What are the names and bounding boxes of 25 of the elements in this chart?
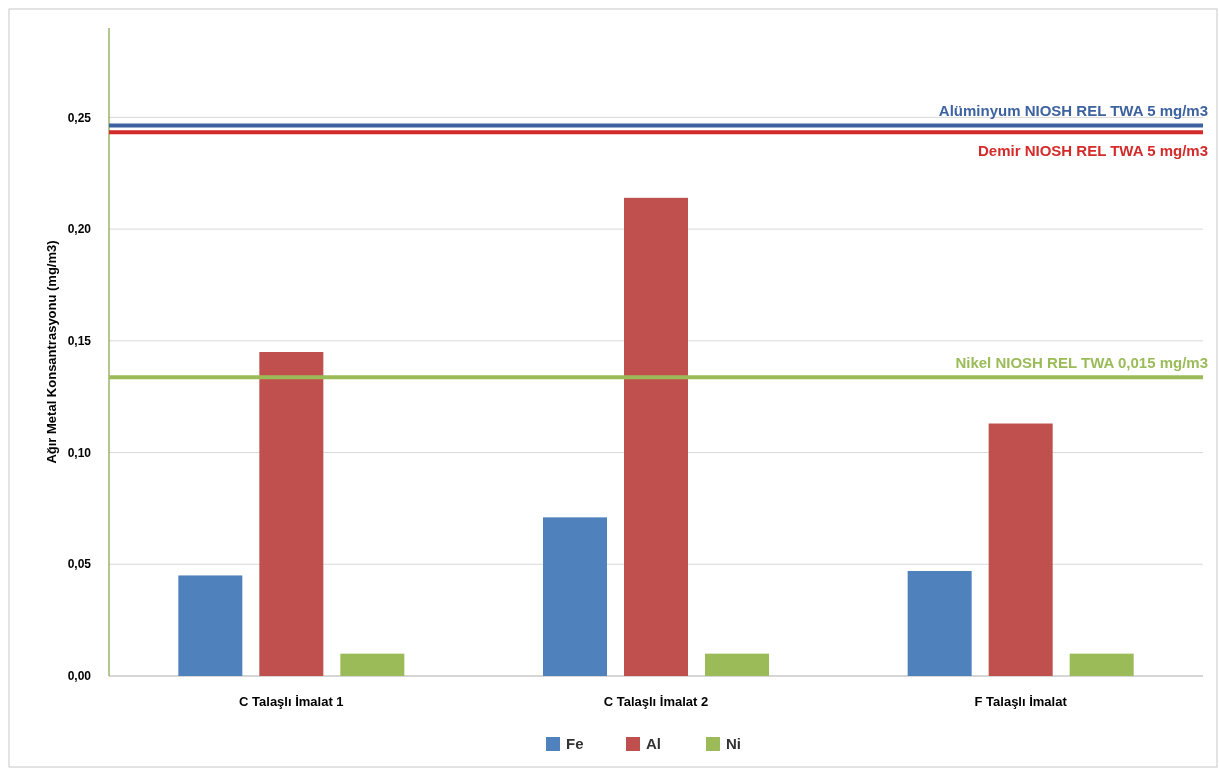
legend-label: Al: [646, 735, 661, 753]
y-axis-title: Ağır Metal Konsantrasyonu (mg/m3): [44, 240, 59, 464]
ref-line-label: Demir NIOSH REL TWA 5 mg/m3: [977, 142, 1208, 160]
y-tick-label: 0,00: [67, 669, 92, 684]
bar: [543, 517, 607, 676]
bar: [705, 653, 769, 676]
bar: [624, 197, 688, 676]
y-tick-label: 0,20: [67, 222, 92, 237]
y-tick-label: 0,10: [67, 445, 92, 460]
bar: [1069, 653, 1134, 676]
bar: [178, 575, 243, 676]
x-tick-label: C Talaşlı İmalat 1: [239, 694, 344, 709]
bar: [907, 570, 972, 676]
legend-label: Ni: [726, 735, 741, 753]
bar: [340, 653, 405, 676]
bar: [259, 352, 324, 676]
x-tick-label: F Talaşlı İmalat: [974, 694, 1068, 709]
bar: [988, 423, 1053, 676]
y-tick-label: 0,15: [67, 334, 92, 349]
ref-line-label: Alüminyum NIOSH REL TWA 5 mg/m3: [938, 102, 1208, 120]
legend-label: Fe: [566, 735, 584, 753]
ref-line-label: Nikel NIOSH REL TWA 0,015 mg/m3: [955, 354, 1208, 372]
y-tick-label: 0,05: [67, 557, 92, 572]
y-tick-label: 0,25: [67, 110, 92, 125]
x-tick-label: C Talaşlı İmalat 2: [603, 694, 709, 709]
